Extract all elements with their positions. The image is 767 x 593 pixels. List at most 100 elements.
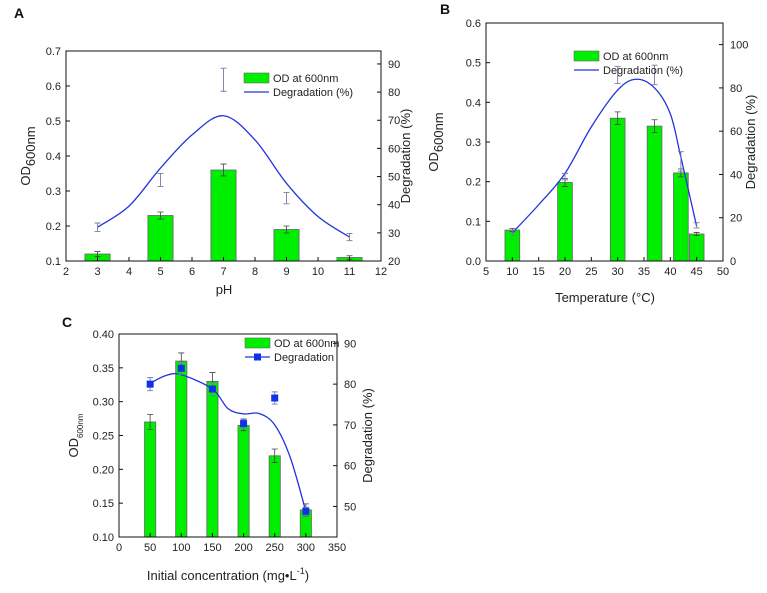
degradation-point bbox=[240, 420, 248, 428]
y2-tick-label: 0 bbox=[730, 256, 736, 268]
od-bar bbox=[237, 424, 250, 538]
legend-degradation-marker bbox=[254, 353, 261, 361]
y2-tick-label: 50 bbox=[344, 501, 356, 513]
y-axis-label-main: OD bbox=[426, 152, 441, 172]
y2-tick-label: 40 bbox=[388, 200, 400, 212]
y2-tick-label: 30 bbox=[388, 228, 400, 240]
od-bar bbox=[175, 360, 188, 538]
degradation-point bbox=[302, 507, 310, 515]
x-axis-label-text: Initial concentration (mg•L bbox=[147, 568, 297, 583]
y-axis-label: OD600nm bbox=[426, 112, 446, 171]
y-tick-label: 0.6 bbox=[466, 18, 481, 30]
y-tick-label: 0.3 bbox=[46, 186, 61, 198]
x-tick-label: 25 bbox=[585, 266, 597, 278]
y2-tick-label: 80 bbox=[388, 87, 400, 99]
od-error-bar bbox=[94, 251, 101, 257]
y2-axis-label: Degradation (%) bbox=[360, 388, 375, 483]
degradation-error-bar bbox=[94, 222, 101, 232]
x-tick-label: 10 bbox=[506, 266, 518, 278]
degradation-error-bar bbox=[693, 222, 700, 229]
od-bar bbox=[210, 169, 237, 262]
y2-tick-label: 40 bbox=[730, 169, 742, 181]
od-bar bbox=[557, 182, 573, 262]
y-tick-label: 0.10 bbox=[93, 532, 114, 544]
y2-tick-label: 70 bbox=[388, 115, 400, 127]
x-tick-label: 35 bbox=[638, 266, 650, 278]
x-tick-label: 300 bbox=[297, 542, 315, 554]
degradation-error-bar bbox=[651, 64, 658, 86]
y-axis-label-subscript: 600nm bbox=[76, 413, 85, 438]
y-tick-label: 0.1 bbox=[466, 216, 481, 228]
degradation-curve bbox=[511, 78, 698, 234]
x-tick-label: 100 bbox=[172, 542, 190, 554]
od-bar bbox=[206, 380, 219, 538]
y2-tick-label: 80 bbox=[730, 83, 742, 95]
legend-od-swatch bbox=[243, 72, 270, 84]
y-axis-label-main: OD bbox=[18, 166, 33, 186]
x-tick-label: 0 bbox=[116, 542, 122, 554]
panel-a: A 2 3 4 5 6 7 8 9 10 11 12 0.1 0.2 0.3 0.4 0.5 0.6 0.7 20 30… bbox=[14, 5, 413, 297]
y-tick-label: 0.3 bbox=[466, 137, 481, 149]
degradation-error-bar bbox=[614, 65, 621, 85]
x-tick-label: 3 bbox=[94, 266, 100, 278]
panel-b: B 5 10 15 20 25 30 35 40 45 50 0.0 0.1 0.2 0.3 0.4 0.5 0.… bbox=[426, 1, 758, 305]
x-tick-label: 4 bbox=[126, 266, 132, 278]
x-axis-label: Temperature (°C) bbox=[555, 290, 655, 305]
x-tick-label: 20 bbox=[559, 266, 571, 278]
y-tick-label: 0.1 bbox=[46, 256, 61, 268]
od-bar bbox=[144, 421, 157, 538]
y-tick-label: 0.15 bbox=[93, 498, 114, 510]
x-tick-label: 15 bbox=[533, 266, 545, 278]
y-axis-label-subscript: 600nm bbox=[431, 112, 446, 152]
y-tick-label: 0.20 bbox=[93, 464, 114, 476]
x-tick-label: 50 bbox=[717, 266, 729, 278]
x-tick-label: 11 bbox=[344, 266, 355, 278]
legend-od-label: OD at 600nm bbox=[603, 51, 668, 63]
x-tick-label: 5 bbox=[157, 266, 163, 278]
od-error-bar bbox=[157, 211, 164, 220]
y2-tick-label: 20 bbox=[730, 213, 742, 225]
degradation-point bbox=[208, 385, 216, 393]
od-error-bar bbox=[283, 225, 290, 234]
od-bar bbox=[147, 215, 174, 262]
degradation-point bbox=[271, 394, 279, 402]
x-tick-label: 5 bbox=[483, 266, 489, 278]
x-tick-label: 7 bbox=[220, 266, 226, 278]
legend-od-swatch bbox=[573, 50, 600, 62]
od-bar bbox=[268, 455, 281, 538]
y-tick-label: 0.7 bbox=[46, 46, 61, 58]
od-error-bar bbox=[693, 232, 700, 237]
panel-label: A bbox=[14, 5, 24, 21]
legend-degradation-label: Degradation (%) bbox=[603, 65, 683, 77]
degradation-curve bbox=[149, 373, 307, 512]
degradation-error-bar bbox=[157, 173, 164, 187]
y-tick-label: 0.35 bbox=[93, 363, 114, 375]
panel-c: C 0 50 100 150 200 250 300 350 0.10 0.15 0.20 0.25 0.… bbox=[62, 314, 375, 583]
degradation-error-bar bbox=[346, 232, 353, 242]
y-tick-label: 0.5 bbox=[466, 58, 481, 70]
y2-tick-label: 70 bbox=[344, 420, 356, 432]
x-axis-label-superscript: -1 bbox=[297, 566, 305, 576]
degradation-point bbox=[177, 364, 185, 372]
x-axis-label-text: Temperature (°C) bbox=[555, 290, 655, 305]
x-tick-label: 40 bbox=[664, 266, 676, 278]
y-tick-label: 0.2 bbox=[466, 177, 481, 189]
degradation-error-bar bbox=[562, 172, 568, 181]
y2-tick-label: 50 bbox=[388, 172, 400, 184]
x-axis-label-end: ) bbox=[305, 568, 309, 583]
y-tick-label: 0.30 bbox=[93, 397, 114, 409]
y2-tick-label: 60 bbox=[730, 126, 742, 138]
y2-axis-label: Degradation (%) bbox=[398, 109, 413, 204]
x-tick-label: 200 bbox=[234, 542, 252, 554]
x-tick-label: 2 bbox=[63, 266, 69, 278]
y2-tick-label: 60 bbox=[388, 143, 400, 155]
degradation-error-bar bbox=[677, 151, 684, 172]
legend-degradation-label: Degradation (%) bbox=[273, 87, 353, 99]
y-tick-label: 0.2 bbox=[46, 221, 61, 233]
y-tick-label: 0.25 bbox=[93, 431, 114, 443]
y-axis-label: OD600nm bbox=[66, 413, 85, 457]
y-tick-label: 0.4 bbox=[46, 151, 61, 163]
y2-tick-label: 90 bbox=[388, 59, 400, 71]
y2-tick-label: 100 bbox=[730, 40, 748, 52]
